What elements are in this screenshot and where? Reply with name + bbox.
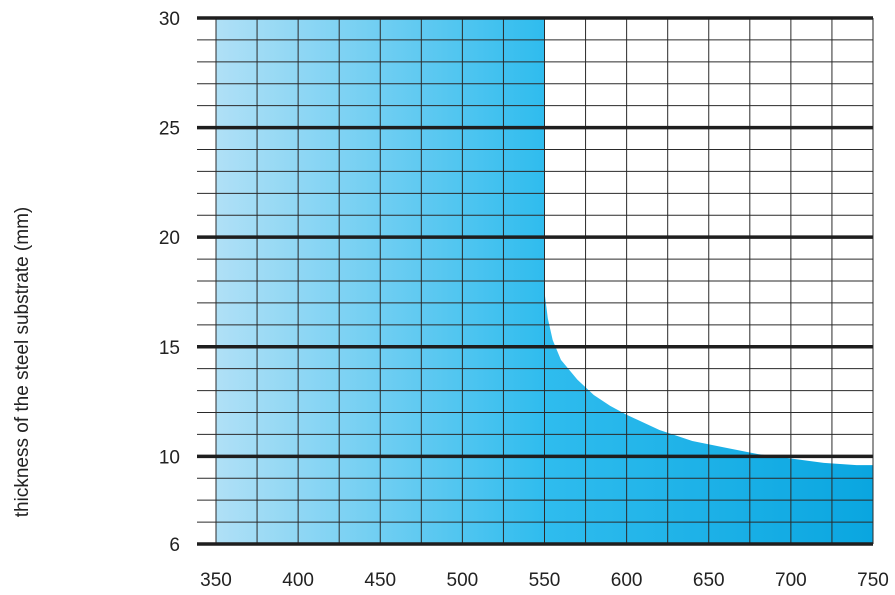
x-tick-label: 350 [200, 570, 232, 591]
y-axis-title: thickness of the steel substrate (mm) [12, 207, 33, 517]
x-tick-label: 500 [447, 570, 479, 591]
x-tick-label: 750 [857, 570, 889, 591]
y-tick-label: 6 [169, 535, 180, 556]
y-tick-label: 20 [159, 228, 180, 249]
y-tick-label: 15 [159, 338, 180, 359]
x-tick-label: 400 [282, 570, 314, 591]
x-tick-label: 550 [529, 570, 561, 591]
x-tick-label: 650 [693, 570, 725, 591]
x-tick-label: 600 [611, 570, 643, 591]
y-tick-label: 10 [159, 447, 180, 468]
x-tick-label: 450 [364, 570, 396, 591]
x-tick-label: 700 [775, 570, 807, 591]
y-tick-label: 25 [159, 119, 180, 140]
y-tick-label: 30 [159, 9, 180, 30]
